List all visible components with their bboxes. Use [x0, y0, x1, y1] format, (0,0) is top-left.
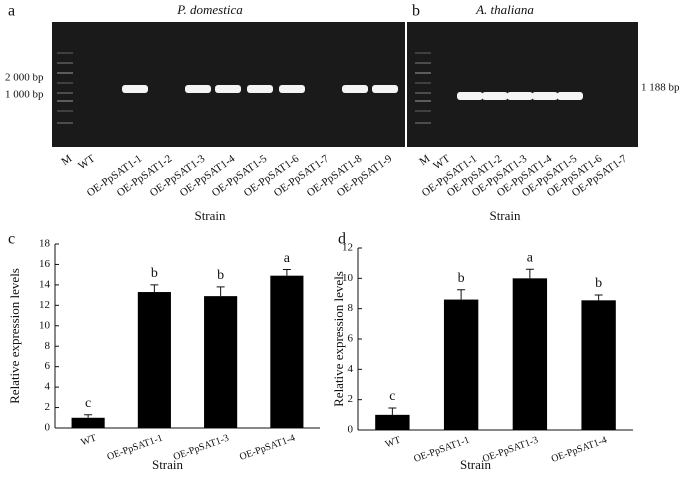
gel-band	[185, 85, 211, 93]
y-tick-label: 10	[342, 272, 354, 284]
lane-label: M	[59, 153, 74, 169]
ladder-band	[415, 110, 431, 112]
error-bar	[150, 284, 159, 293]
y-tick-label: 12	[39, 299, 50, 311]
gel-band	[532, 92, 558, 100]
significance-letter: c	[85, 396, 91, 411]
gel-title: A. thaliana	[475, 2, 534, 17]
y-tick-label: 6	[348, 333, 354, 345]
error-bar	[84, 414, 93, 418]
ladder-band	[57, 100, 73, 102]
ladder-band	[415, 82, 431, 84]
error-bar	[457, 289, 466, 300]
error-bar	[388, 407, 397, 415]
bar	[137, 292, 171, 428]
panel-label: d	[338, 231, 346, 248]
x-tick-label: WT	[384, 435, 402, 451]
ladder-band	[415, 52, 431, 54]
lane-label: M	[417, 153, 432, 169]
x-axis-label: Strain	[152, 457, 184, 472]
error-bar	[216, 286, 225, 297]
gel-band	[482, 92, 508, 100]
y-tick-label: 12	[342, 242, 353, 254]
bar	[512, 278, 548, 430]
x-axis-label: Strain	[489, 208, 521, 223]
y-tick-label: 4	[348, 363, 354, 375]
error-bar	[525, 268, 534, 279]
error-bar	[594, 294, 603, 301]
ladder-band	[57, 52, 73, 54]
y-tick-label: 0	[45, 422, 51, 434]
gel-image	[52, 22, 405, 147]
ladder-band	[415, 92, 431, 94]
ladder-band	[57, 72, 73, 74]
gel-band	[122, 85, 148, 93]
y-tick-label: 10	[39, 319, 51, 331]
bar	[204, 296, 238, 428]
x-axis-label: Strain	[194, 208, 226, 223]
ladder-band	[415, 122, 431, 124]
gel-band	[457, 92, 483, 100]
y-tick-label: 0	[348, 424, 354, 436]
marker-label: 2 000 bp	[5, 72, 44, 84]
y-tick-label: 18	[39, 238, 51, 250]
bar	[581, 300, 616, 430]
bar	[71, 417, 105, 428]
x-tick-label: OE-PpSAT1-3	[481, 435, 540, 465]
bar	[375, 414, 410, 430]
y-axis-label: Relative expression levels	[331, 271, 346, 407]
marker-label: 1 188 bp	[641, 82, 680, 94]
y-axis-label: Relative expression levels	[7, 268, 22, 404]
bar	[270, 275, 304, 428]
ladder-band	[57, 62, 73, 64]
ladder-band	[415, 62, 431, 64]
y-tick-label: 6	[45, 360, 51, 372]
gel-band	[507, 92, 533, 100]
gel-band	[247, 85, 273, 93]
significance-letter: b	[151, 266, 158, 281]
y-tick-label: 2	[348, 393, 354, 405]
y-tick-label: 8	[45, 340, 51, 352]
y-tick-label: 4	[45, 381, 51, 393]
panel-label: b	[412, 3, 420, 20]
gel-band	[342, 85, 368, 93]
x-tick-label: OE-PpSAT1-4	[238, 433, 297, 463]
gel-band	[215, 85, 241, 93]
y-tick-label: 2	[45, 401, 51, 413]
y-tick-label: 16	[39, 258, 51, 270]
marker-label: 1 000 bp	[5, 89, 44, 101]
significance-letter: b	[595, 276, 602, 291]
ladder-band	[57, 122, 73, 124]
y-tick-label: 14	[39, 278, 51, 290]
gel-image	[407, 22, 638, 147]
significance-letter: a	[527, 250, 534, 265]
gel-band	[557, 92, 583, 100]
y-tick-label: 8	[348, 302, 354, 314]
bar	[443, 299, 479, 430]
panel-label: c	[8, 231, 15, 248]
error-bar	[282, 269, 291, 276]
ladder-band	[57, 92, 73, 94]
x-tick-label: WT	[80, 433, 98, 449]
x-axis-label: Strain	[460, 457, 492, 472]
gel-band	[372, 85, 398, 93]
ladder-band	[57, 82, 73, 84]
x-tick-label: OE-PpSAT1-4	[550, 435, 609, 465]
ladder-band	[415, 100, 431, 102]
panel-label: a	[8, 3, 15, 20]
significance-letter: a	[284, 251, 291, 266]
significance-letter: b	[217, 268, 224, 283]
ladder-band	[57, 110, 73, 112]
gel-title: P. domestica	[176, 2, 243, 17]
lane-label: WT	[76, 153, 97, 173]
ladder-band	[415, 72, 431, 74]
gel-band	[279, 85, 305, 93]
significance-letter: c	[389, 389, 395, 404]
x-tick-label: OE-PpSAT1-3	[172, 433, 231, 463]
significance-letter: b	[458, 271, 465, 286]
